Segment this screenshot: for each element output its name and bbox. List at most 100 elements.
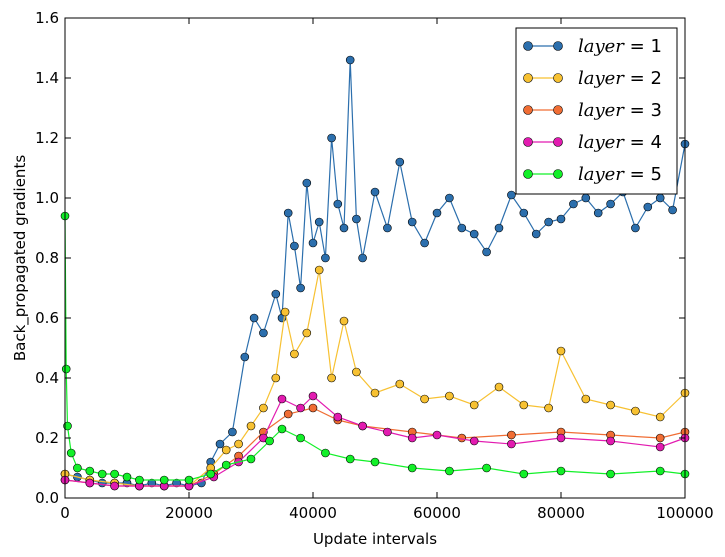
data-point bbox=[221, 460, 231, 470]
data-point bbox=[631, 406, 640, 416]
data-point bbox=[283, 409, 293, 419]
legend-label: layer = 2 bbox=[578, 68, 662, 89]
data-point bbox=[339, 316, 349, 326]
data-point bbox=[556, 466, 566, 476]
data-point bbox=[556, 214, 566, 224]
data-point bbox=[265, 436, 274, 446]
data-point bbox=[259, 328, 268, 338]
series-4 bbox=[60, 391, 690, 491]
legend: layer = 1 layer = 2 layer = 3 layer = 4 laye… bbox=[515, 27, 678, 195]
data-point bbox=[519, 400, 529, 410]
data-point bbox=[345, 454, 355, 464]
data-point bbox=[370, 388, 380, 398]
data-point bbox=[110, 469, 119, 479]
data-point bbox=[668, 205, 677, 215]
legend-marker bbox=[553, 73, 563, 83]
data-point bbox=[271, 373, 281, 383]
data-point bbox=[655, 433, 665, 443]
data-point bbox=[655, 442, 665, 452]
data-point bbox=[383, 427, 392, 437]
data-point bbox=[395, 157, 405, 167]
data-point bbox=[333, 412, 343, 422]
data-point bbox=[395, 379, 405, 389]
data-point bbox=[215, 439, 225, 449]
data-point bbox=[407, 217, 417, 227]
ticks-layer: 0 20000 40000 60000 80000 100000 0.0 0.2 0.4 0.6 0… bbox=[35, 9, 713, 522]
data-point bbox=[246, 454, 256, 464]
data-point bbox=[271, 289, 281, 299]
data-point bbox=[147, 478, 157, 488]
data-point bbox=[321, 448, 330, 458]
data-point bbox=[280, 307, 290, 317]
data-point bbox=[296, 403, 305, 413]
data-point bbox=[581, 394, 591, 404]
data-point bbox=[556, 346, 566, 356]
data-point bbox=[544, 403, 553, 413]
y-tick-label: 1.2 bbox=[35, 129, 59, 147]
data-point bbox=[655, 193, 665, 203]
data-point bbox=[290, 241, 299, 251]
legend-marker bbox=[553, 137, 563, 147]
data-point bbox=[482, 463, 491, 473]
data-point bbox=[327, 373, 336, 383]
x-tick-label: 40000 bbox=[289, 504, 337, 522]
y-axis-label: Back_propagated gradients bbox=[11, 155, 30, 361]
data-point bbox=[221, 445, 231, 455]
x-tick-label: 80000 bbox=[537, 504, 585, 522]
data-point bbox=[110, 481, 119, 491]
data-point bbox=[333, 199, 343, 209]
legend-marker bbox=[553, 41, 563, 51]
data-point bbox=[122, 472, 132, 482]
series-5 bbox=[60, 211, 690, 485]
legend-label: layer = 4 bbox=[578, 132, 662, 153]
data-point bbox=[606, 436, 615, 446]
data-point bbox=[85, 478, 95, 488]
series-layer bbox=[60, 55, 690, 491]
data-point bbox=[352, 367, 361, 377]
data-point bbox=[277, 394, 287, 404]
data-point bbox=[97, 469, 107, 479]
data-point bbox=[606, 469, 615, 479]
data-point bbox=[184, 475, 194, 485]
legend-marker bbox=[523, 105, 533, 115]
data-point bbox=[507, 190, 516, 200]
legend-marker bbox=[523, 169, 533, 179]
data-point bbox=[249, 313, 259, 323]
data-point bbox=[327, 133, 336, 143]
legend-marker bbox=[523, 137, 533, 147]
data-point bbox=[259, 403, 268, 413]
data-point bbox=[97, 478, 107, 488]
data-point bbox=[494, 223, 504, 233]
data-point bbox=[507, 430, 516, 440]
data-point bbox=[544, 217, 553, 227]
data-point bbox=[655, 412, 665, 422]
x-axis-label: Update intervals bbox=[313, 530, 437, 548]
y-tick-label: 0.6 bbox=[35, 309, 59, 327]
legend-marker bbox=[523, 41, 533, 51]
data-point bbox=[358, 421, 367, 431]
data-point bbox=[482, 247, 491, 257]
legend-marker bbox=[523, 73, 533, 83]
data-point bbox=[519, 469, 529, 479]
data-point bbox=[383, 223, 392, 233]
data-point bbox=[206, 469, 215, 479]
data-point bbox=[420, 238, 429, 248]
data-point bbox=[172, 478, 181, 488]
data-point bbox=[308, 238, 318, 248]
y-tick-label: 0.8 bbox=[35, 249, 59, 267]
data-point bbox=[445, 466, 454, 476]
y-tick-label: 0.0 bbox=[35, 489, 59, 507]
data-point bbox=[339, 223, 349, 233]
data-point bbox=[352, 214, 361, 224]
data-point bbox=[314, 217, 324, 227]
x-tick-label: 100000 bbox=[656, 504, 713, 522]
data-point bbox=[445, 391, 454, 401]
legend-label: layer = 5 bbox=[578, 164, 662, 185]
data-point bbox=[296, 433, 305, 443]
data-point bbox=[606, 400, 615, 410]
data-point bbox=[302, 328, 312, 338]
data-point bbox=[655, 466, 665, 476]
data-point bbox=[494, 382, 504, 392]
y-tick-label: 0.4 bbox=[35, 369, 59, 387]
